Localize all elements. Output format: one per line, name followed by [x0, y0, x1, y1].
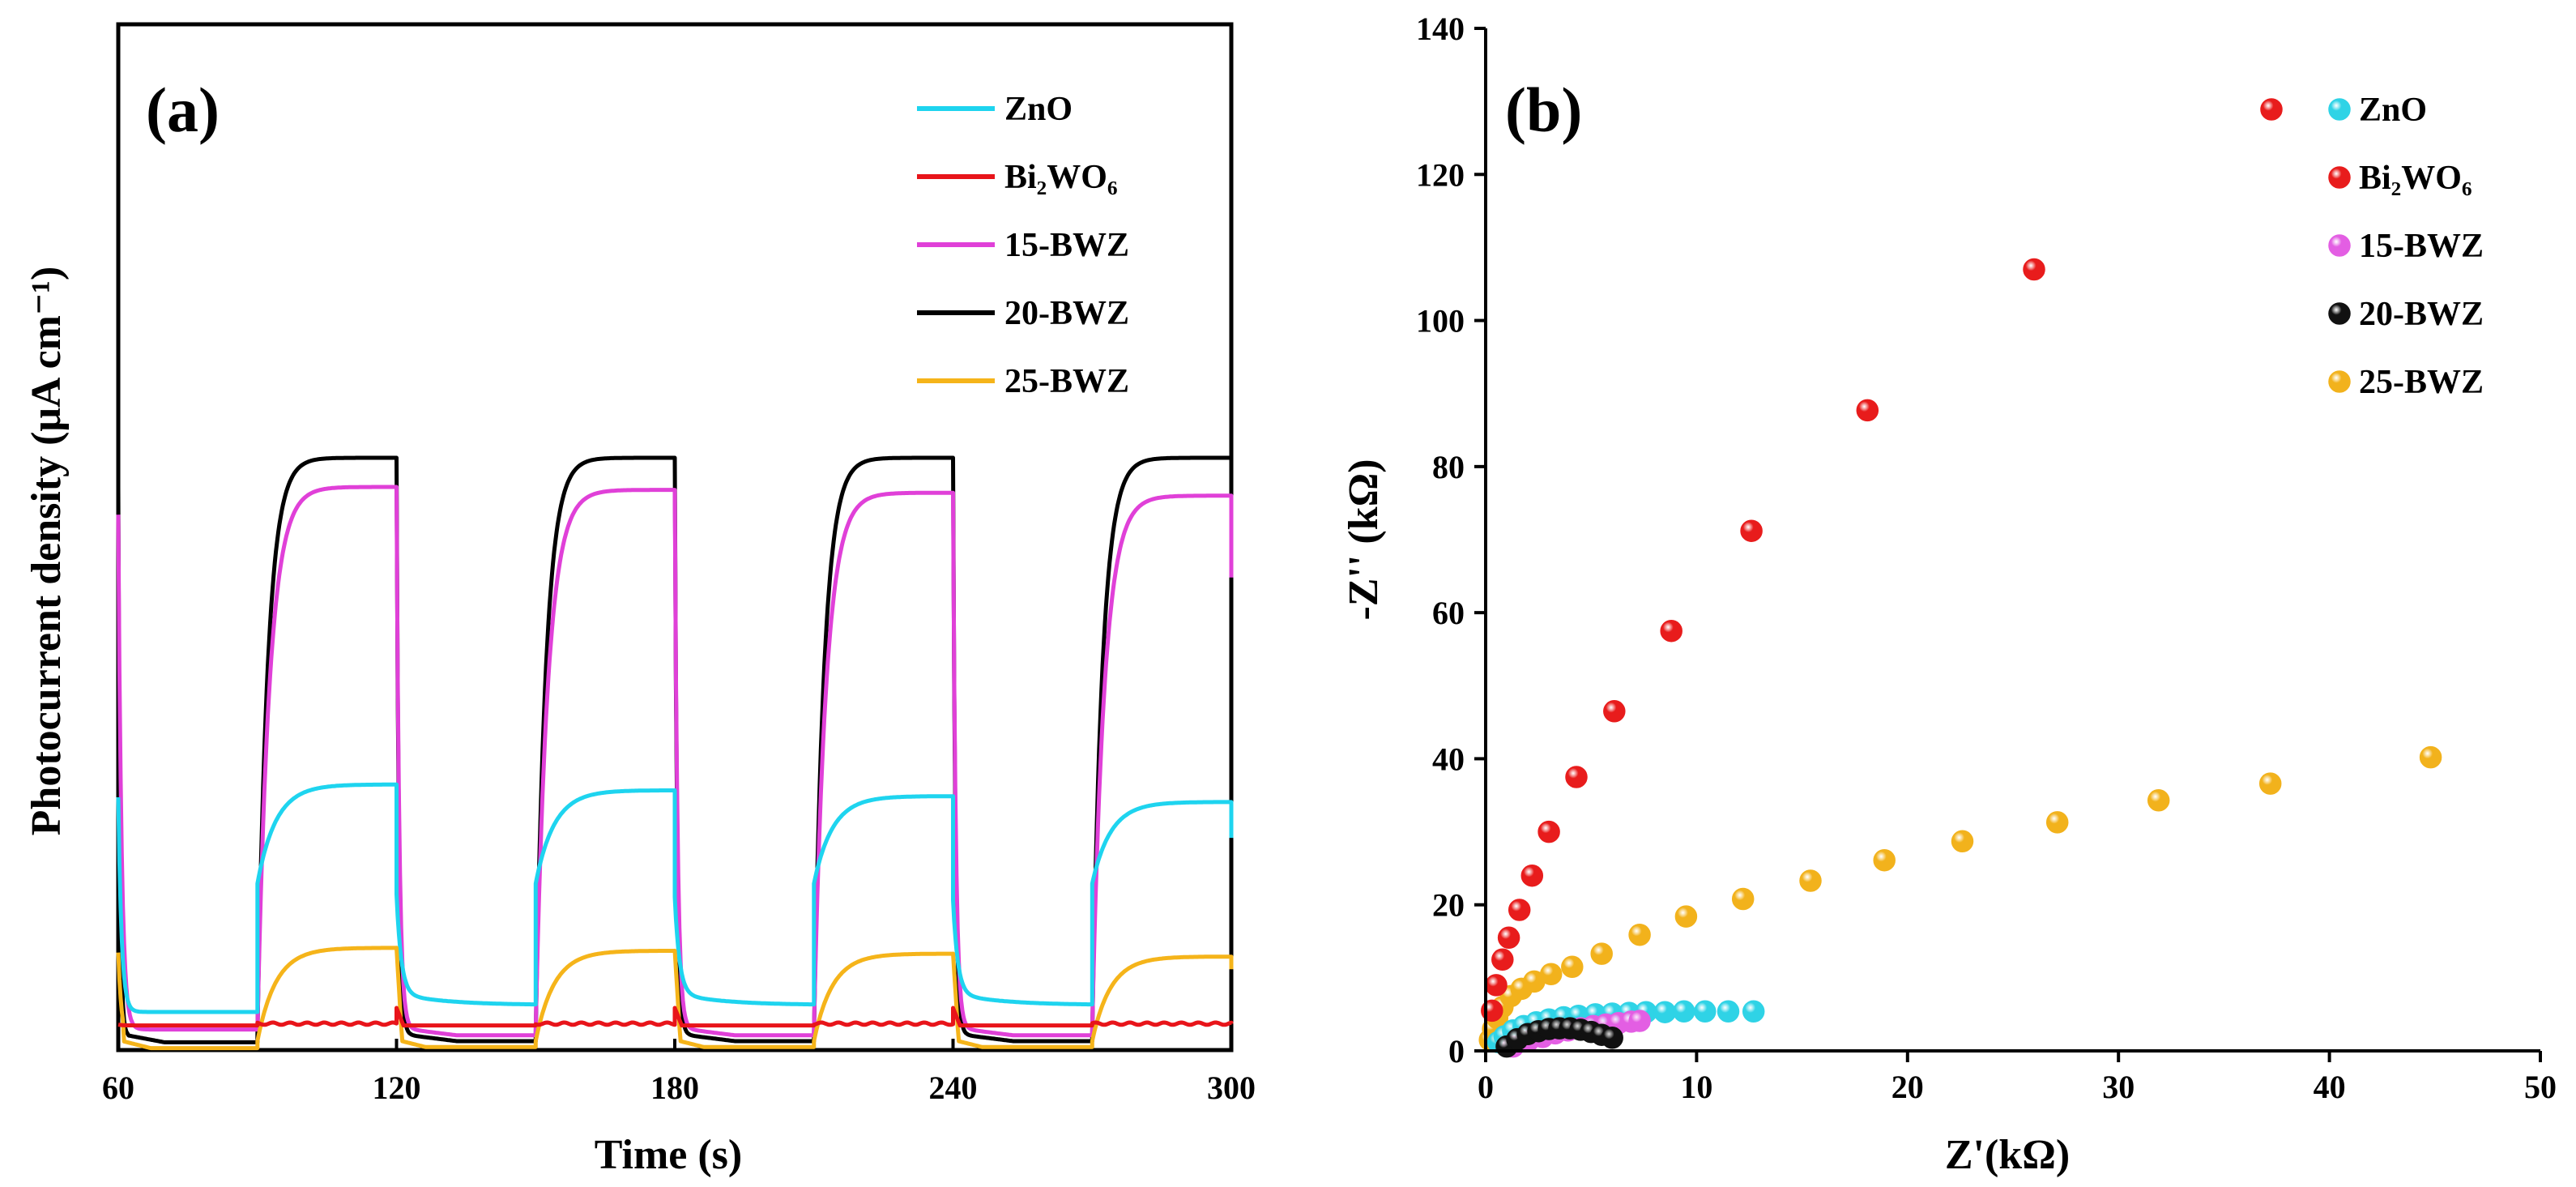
data-point-25-bwz [1561, 955, 1584, 979]
panel-a-x-tick-label: 120 [373, 1070, 421, 1106]
panel-b-y-axis-title: -Z'' (kΩ) [1341, 459, 1387, 620]
data-point-20-bwz [1601, 1027, 1623, 1049]
data-point-zno [1694, 1000, 1717, 1023]
panel-b-y-tick-label: 0 [1448, 1033, 1465, 1070]
data-point-25-bwz [1873, 848, 1896, 872]
legend-label-bi-wo: Bi₂WO₆ [1004, 159, 1118, 196]
legend-label-zno: ZnO [2359, 92, 2427, 129]
legend-label-bi-wo: Bi₂WO₆ [2359, 160, 2472, 197]
data-point-25-bwz [1628, 923, 1651, 946]
panel-b-y-tick-label: 120 [1416, 156, 1465, 193]
panel-b-x-tick-label: 20 [1891, 1069, 1924, 1105]
data-point-bi-wo [1497, 926, 1520, 950]
data-point-zno [1742, 1000, 1765, 1023]
data-point-bi-wo [1491, 948, 1514, 971]
legend-marker-zno [2328, 98, 2351, 121]
panel-b-x-tick-label: 30 [2102, 1069, 2135, 1105]
panel-b-ticks: 0 10 20 30 40 50 0 20 40 60 80 100 120 140 [1416, 11, 2557, 1105]
panel-b-y-tick-label: 100 [1416, 303, 1465, 339]
panel-b-y-tick-label: 20 [1432, 887, 1465, 924]
panel-b-nyquist: 0 10 20 30 40 50 0 20 40 60 80 100 120 140 (b) Z'(kΩ)… [1341, 11, 2557, 1178]
data-point-bi-wo [1603, 700, 1626, 723]
data-point-25-bwz [1951, 830, 1974, 853]
data-point-25-bwz [2147, 789, 2170, 812]
panel-a-series-lines [116, 455, 1234, 1051]
data-point-25-bwz [1590, 942, 1613, 965]
panel-b-y-tick-label: 140 [1416, 11, 1465, 47]
data-point-zno [1653, 1001, 1677, 1023]
data-point-25-bwz [2258, 772, 2282, 795]
panel-a-photocurrent: 60 120 180 240 300 (a) Time (s) Photocurrent… [23, 22, 1256, 1178]
data-point-bi-wo [1520, 864, 1544, 887]
panel-a-x-ticks: 60 120 180 240 300 [102, 1039, 1256, 1106]
legend-label-20-bwz: 20-BWZ [1004, 295, 1129, 332]
panel-b-y-tick-label: 80 [1432, 449, 1465, 485]
panel-a-x-tick-label: 60 [102, 1070, 134, 1106]
data-point-bi-wo [1740, 519, 1763, 542]
legend-marker-extra [2260, 98, 2283, 121]
panel-b-x-axis-title: Z'(kΩ) [1945, 1132, 2070, 1178]
panel-a-legend: ZnO Bi₂WO₆ 15-BWZ 20-BWZ 25-BWZ [917, 91, 1129, 400]
legend-marker-20-bwz [2328, 302, 2351, 325]
data-point-bi-wo [1485, 974, 1508, 997]
legend-marker-15-bwz [2328, 234, 2351, 257]
panel-b-x-tick-label: 0 [1478, 1069, 1494, 1105]
panel-b-series-points [1478, 258, 2442, 1058]
series-line-25-bwz [116, 946, 1234, 1051]
legend-label-25-bwz: 25-BWZ [1004, 363, 1129, 400]
data-point-zno [1717, 1000, 1740, 1023]
data-point-25-bwz [1539, 963, 1563, 986]
panel-b-x-tick-label: 10 [1680, 1069, 1712, 1105]
panel-a-x-tick-label: 180 [650, 1070, 699, 1106]
data-point-15-bwz [1628, 1010, 1651, 1032]
panel-a-label: (a) [146, 75, 220, 145]
series-line-15-bwz [116, 485, 1234, 1038]
panel-a-x-tick-label: 300 [1207, 1070, 1256, 1106]
legend-label-zno: ZnO [1004, 91, 1073, 128]
panel-a-y-axis-title: Photocurrent density (μA cm⁻¹) [23, 267, 70, 836]
data-point-25-bwz [1799, 869, 1822, 892]
panel-b-y-tick-label: 60 [1432, 595, 1465, 631]
data-point-25-bwz [1731, 887, 1755, 911]
data-point-25-bwz [2419, 745, 2442, 769]
panel-b-x-tick-label: 50 [2524, 1069, 2557, 1105]
legend-marker-bi-wo [2328, 166, 2351, 189]
data-point-bi-wo [2023, 258, 2045, 281]
data-point-bi-wo [1537, 820, 1560, 843]
data-point-bi-wo [1508, 899, 1531, 921]
legend-marker-25-bwz [2328, 370, 2351, 393]
data-point-zno [1673, 1000, 1695, 1023]
series-line-bi-wo [117, 1006, 1234, 1028]
data-point-25-bwz [2045, 811, 2069, 834]
data-point-bi-wo [1856, 399, 1879, 422]
legend-label-15-bwz: 15-BWZ [1004, 227, 1129, 264]
panel-a-x-tick-label: 240 [929, 1070, 978, 1106]
legend-label-15-bwz: 15-BWZ [2359, 228, 2484, 265]
panel-b-y-tick-label: 40 [1432, 741, 1465, 777]
legend-label-20-bwz: 20-BWZ [2359, 296, 2484, 333]
panel-a-x-axis-title: Time (s) [595, 1132, 742, 1178]
panel-b-legend: ZnO Bi₂WO₆ 15-BWZ 20-BWZ 25-BWZ [2260, 92, 2484, 401]
data-point-bi-wo [1565, 766, 1588, 788]
panel-b-label: (b) [1505, 75, 1582, 145]
legend-label-25-bwz: 25-BWZ [2359, 364, 2484, 401]
series-line-zno [116, 782, 1234, 1014]
panel-b-x-tick-label: 40 [2314, 1069, 2346, 1105]
data-point-bi-wo [1660, 619, 1683, 643]
data-point-25-bwz [1674, 905, 1698, 928]
